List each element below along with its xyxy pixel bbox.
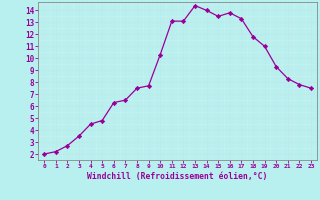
X-axis label: Windchill (Refroidissement éolien,°C): Windchill (Refroidissement éolien,°C) [87, 172, 268, 181]
